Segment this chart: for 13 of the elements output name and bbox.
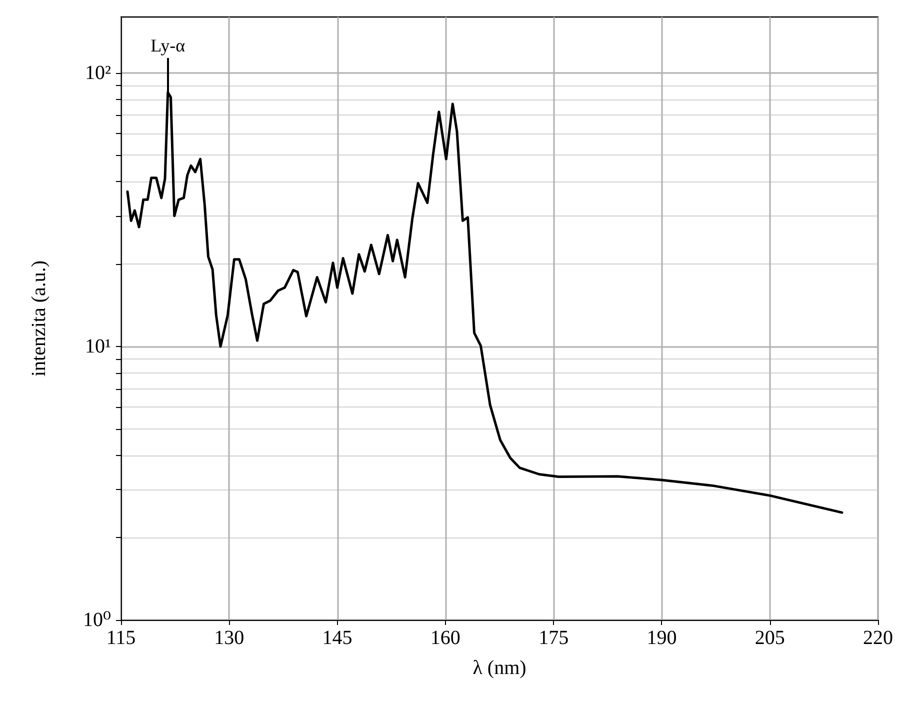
x-tick-label: 160 [430,627,460,649]
x-tick-label: 220 [863,627,893,649]
x-axis-title: λ (nm) [472,657,526,679]
line-series [126,91,844,514]
y-axis-title: intenzita (a.u.) [28,260,50,377]
x-tick-label: 145 [322,627,352,649]
x-tick-label: 205 [754,627,785,649]
x-tick-label: 190 [646,627,677,649]
x-tick-label: 130 [214,627,244,649]
y-tick-label: 10¹ [85,335,111,358]
y-tick-label: 10² [85,62,111,84]
x-tick-label: 175 [538,627,569,649]
annotation: Ly-α [150,35,186,56]
